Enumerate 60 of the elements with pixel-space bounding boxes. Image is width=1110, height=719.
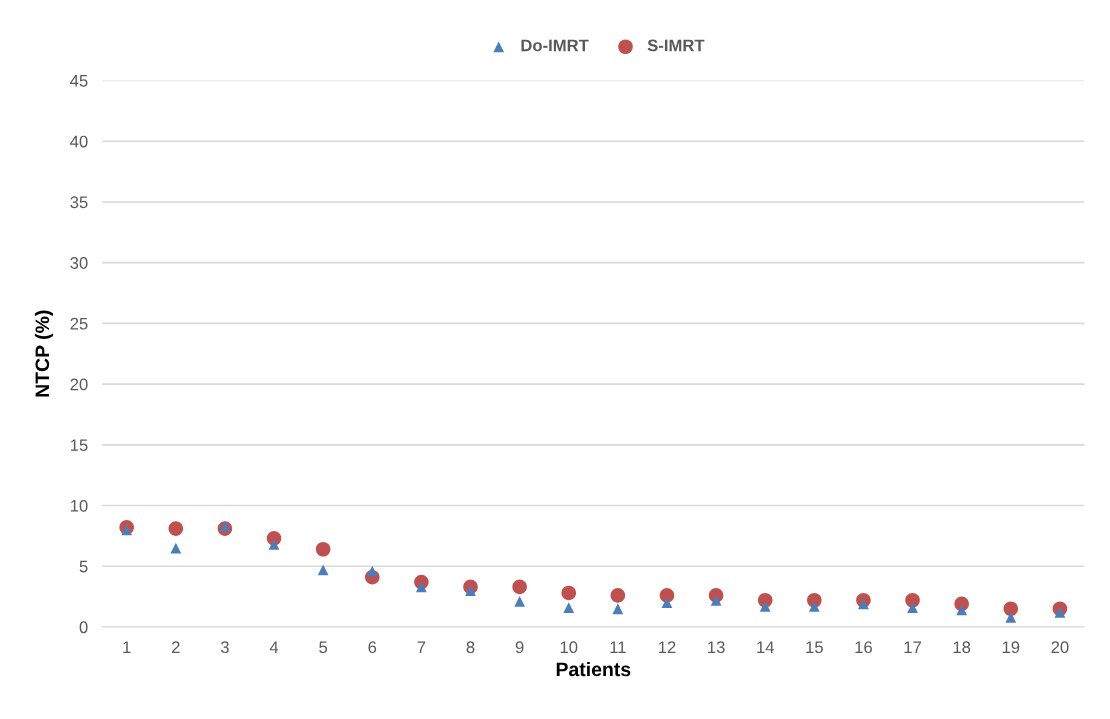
x-tick-label: 1: [123, 641, 131, 653]
point: [170, 542, 182, 554]
legend-label: Do-IMRT: [521, 39, 589, 52]
point: [612, 603, 624, 615]
x-axis-title: Patients: [556, 661, 631, 677]
x-tick-label: 16: [855, 641, 872, 654]
y-tick-label: 35: [70, 196, 88, 209]
x-tick-label: 5: [319, 641, 328, 654]
point: [610, 588, 626, 603]
x-tick-label: 2: [172, 641, 180, 653]
point: [956, 604, 968, 616]
x-tick-label: 9: [515, 641, 524, 654]
point: [808, 600, 820, 612]
x-tick-label: 18: [953, 641, 971, 654]
x-tick-label: 11: [610, 641, 626, 653]
point: [219, 520, 231, 532]
x-tick-label: 12: [658, 641, 676, 653]
point: [512, 579, 527, 595]
point: [710, 594, 722, 606]
x-tick-label: 7: [417, 641, 426, 653]
point: [315, 541, 331, 557]
y-tick-label: 25: [70, 317, 88, 330]
x-tick-label: 13: [708, 641, 725, 654]
point: [366, 565, 378, 577]
point: [907, 602, 918, 613]
point: [563, 602, 575, 613]
point: [561, 585, 577, 601]
y-tick-label: 10: [70, 499, 88, 512]
legend-label: S-IMRT: [647, 39, 705, 52]
x-tick-label: 10: [560, 641, 578, 654]
y-tick-label: 40: [70, 135, 88, 148]
point: [1054, 607, 1066, 618]
point: [661, 597, 673, 609]
x-tick-label: 14: [757, 641, 774, 653]
point: [514, 596, 525, 607]
y-tick-label: 0: [79, 621, 88, 634]
x-tick-label: 6: [368, 641, 377, 654]
point: [317, 564, 329, 576]
x-tick-label: 20: [1051, 641, 1069, 654]
y-axis-title: NTCP (%): [34, 310, 54, 397]
point: [168, 521, 184, 536]
x-tick-label: 15: [806, 641, 823, 654]
point: [465, 585, 476, 596]
x-tick-label: 17: [904, 641, 921, 653]
point: [1005, 611, 1017, 623]
x-tick-label: 19: [1002, 641, 1020, 654]
y-tick-label: 20: [70, 378, 88, 391]
y-tick-label: 5: [79, 560, 88, 573]
x-tick-label: 8: [466, 641, 475, 654]
y-tick-label: 30: [70, 257, 88, 269]
y-tick-label: 45: [70, 75, 88, 87]
x-tick-label: 4: [269, 641, 279, 653]
point: [268, 539, 280, 550]
point: [759, 600, 771, 612]
point: [858, 598, 869, 610]
y-tick-label: 15: [70, 439, 88, 452]
point: [121, 524, 133, 536]
point: [1003, 601, 1019, 617]
point: [416, 581, 427, 593]
x-tick-label: 3: [220, 641, 229, 654]
